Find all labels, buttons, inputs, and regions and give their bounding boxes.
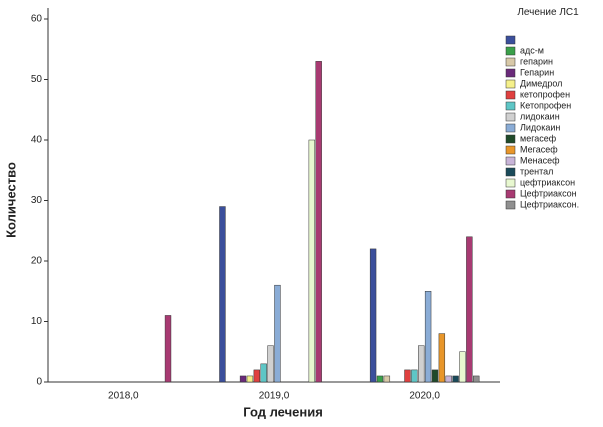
legend-label: Менасеф — [520, 155, 560, 165]
legend-label: Кетопрофен — [520, 100, 571, 110]
legend-swatch — [505, 156, 516, 166]
bar — [315, 61, 322, 383]
bar — [369, 248, 377, 383]
legend-label: адс-м — [520, 45, 544, 55]
legend-swatch — [505, 134, 516, 144]
legend-swatch — [505, 123, 516, 133]
bar — [260, 363, 267, 383]
legend-swatch — [505, 200, 516, 210]
y-tick-label: 60 — [31, 14, 43, 25]
x-tick-label: 2018,0 — [108, 391, 139, 402]
legend-swatch — [505, 46, 516, 56]
bar — [383, 375, 391, 383]
legend-label: Цефтриаксон. — [520, 199, 579, 209]
legend-swatch — [505, 167, 516, 177]
legend-swatch — [505, 189, 516, 199]
bar — [466, 236, 473, 383]
bar — [411, 369, 418, 383]
bar — [274, 284, 281, 383]
legend-label: Гепарин — [520, 67, 554, 77]
bar — [308, 139, 315, 383]
bar — [438, 333, 446, 383]
legend-swatch — [505, 112, 516, 122]
legend-title-text: Лечение ЛС1 — [517, 7, 579, 18]
y-tick-label: 40 — [31, 135, 43, 146]
bar — [253, 369, 260, 383]
bar — [246, 375, 254, 383]
legend-label: лидокаин — [520, 111, 560, 121]
legend-label: мегасеф — [520, 133, 557, 143]
y-tick-label: 30 — [31, 195, 43, 206]
bar — [445, 375, 452, 383]
legend-label: Димедрол — [520, 78, 562, 88]
legend-swatch — [505, 68, 516, 78]
bar — [459, 351, 466, 383]
legend-label: трентал — [520, 166, 553, 176]
bar — [239, 375, 247, 383]
y-tick-label: 0 — [36, 377, 42, 388]
legend-swatch — [505, 178, 516, 188]
legend-label: Мегасеф — [520, 144, 558, 154]
bar — [164, 315, 172, 383]
bar — [424, 291, 432, 383]
legend-label: кетопрофен — [520, 89, 570, 99]
bar — [376, 375, 384, 383]
legend-label: цефтриаксон — [520, 177, 575, 187]
x-tick-label: 2019,0 — [259, 391, 290, 402]
legend-title: Лечение ЛС1 — [517, 7, 579, 18]
y-tick-label: 10 — [31, 316, 43, 327]
bar — [452, 375, 459, 383]
legend-label: Лидокаин — [520, 122, 560, 132]
bar — [404, 369, 411, 383]
legend-label: Цефтриаксон — [520, 188, 577, 198]
y-axis-label: Количество — [3, 162, 18, 238]
bar — [473, 375, 480, 383]
bar — [418, 345, 425, 383]
bar — [431, 369, 439, 383]
y-tick-label: 20 — [31, 256, 43, 267]
legend-label: гепарин — [520, 56, 553, 66]
legend-swatch — [505, 145, 516, 155]
x-axis-label: Год лечения — [243, 404, 323, 419]
bar — [267, 345, 274, 383]
legend-swatch — [505, 79, 516, 89]
y-tick-label: 50 — [31, 74, 43, 85]
legend-swatch — [505, 35, 516, 45]
legend-swatch — [505, 101, 516, 111]
legend-swatch — [505, 57, 516, 67]
legend-swatch — [505, 90, 516, 100]
bar — [219, 206, 226, 383]
x-tick-label: 2020,0 — [409, 391, 440, 402]
